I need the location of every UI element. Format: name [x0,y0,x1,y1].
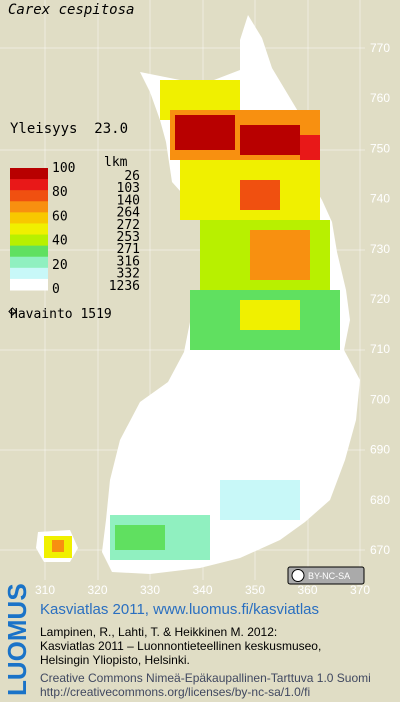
patch [300,135,320,160]
y-axis-label: 770 [370,41,390,55]
legend-swatch [10,267,48,280]
legend-count: 1236 [109,279,140,294]
y-axis-label: 690 [370,443,390,457]
observation-symbol [8,307,17,316]
legend-swatch [10,168,48,180]
legend-count: 140 [117,193,140,208]
observations: Havainto 1519 [10,307,112,322]
patch [240,180,280,210]
density-patches [44,80,340,560]
legend-scale-label: 20 [52,258,68,273]
y-axis-label: 670 [370,543,390,557]
license-line: http://creativecommons.org/licenses/by-n… [40,685,310,699]
count-header: lkm [104,155,128,170]
frequency: Yleisyys 23.0 [10,121,128,137]
legend-count: 103 [117,181,140,196]
badge-box [287,566,365,585]
x-axis-label: 310 [35,583,55,597]
logo: LUOMUS [2,583,32,696]
y-axis-label: 680 [370,493,390,507]
legend-count: 271 [117,242,140,257]
citation-line: Helsingin Yliopisto, Helsinki. [40,653,190,667]
footer-heading: Kasviatlas 2011, www.luomus.fi/kasviatla… [40,601,319,618]
patch [175,115,235,150]
legend-swatch [10,179,48,191]
badge-text: BY-NC-SA [308,571,350,581]
x-axis-label: 340 [192,583,212,597]
x-axis-label: 330 [140,583,160,597]
y-axis-label: 760 [370,91,390,105]
patch [250,230,310,280]
x-axis-label: 370 [350,583,370,597]
legend-swatch [10,278,48,291]
patch [115,525,165,550]
legend-count: 253 [117,230,140,245]
x-axis-label: 320 [87,583,107,597]
patch [240,300,300,330]
y-axis-label: 750 [370,141,390,155]
y-axis-label: 720 [370,292,390,306]
legend-swatch [10,234,48,247]
cc-logo [291,569,305,582]
legend-scale-label: 60 [52,209,68,224]
legend-count: 264 [117,206,141,221]
legend-swatch [10,201,48,213]
legend-count: 26 [124,169,140,184]
x-axis-label: 360 [297,583,317,597]
y-axis-label: 700 [370,392,390,406]
legend-count: 332 [117,267,140,282]
legend-swatch [10,212,48,224]
patch [52,540,64,552]
legend-swatch [10,223,48,236]
legend-swatch [10,256,48,269]
legend-scale-label: 0 [52,282,60,297]
patch [240,125,300,155]
legend-scale-label: 80 [52,185,68,200]
species-title: Carex cespitosa [8,2,134,18]
citation-line: Lampinen, R., Lahti, T. & Heikkinen M. 2… [40,625,277,639]
patch [220,480,300,520]
y-axis-label: 710 [370,342,390,356]
x-axis-label: 350 [245,583,265,597]
license-line: Creative Commons Nimeä-Epäkaupallinen-Ta… [40,671,371,685]
legend-scale-label: 40 [52,234,68,249]
legend-count: 272 [117,218,140,233]
license-badge: BY-NC-SA [287,566,365,585]
legend-count: 316 [117,254,140,269]
citation-line: Kasviatlas 2011 – Luonnontieteellinen ke… [40,639,321,653]
legend-swatch [10,245,48,258]
y-axis-label: 730 [370,242,390,256]
legend-scale-label: 100 [52,161,75,176]
y-axis-label: 740 [370,192,390,206]
legend-swatch [10,190,48,202]
